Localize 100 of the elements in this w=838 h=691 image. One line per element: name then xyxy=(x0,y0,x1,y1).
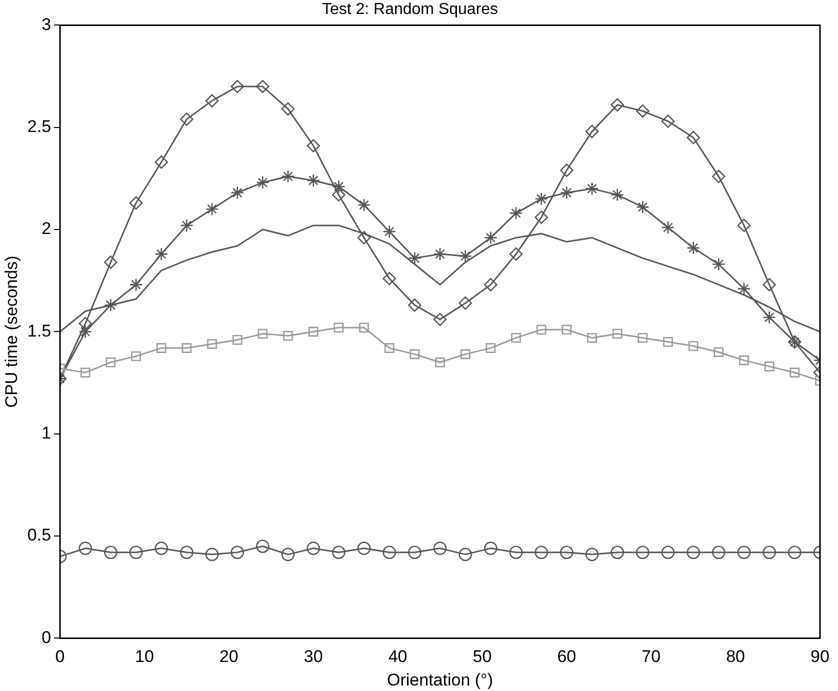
point xyxy=(306,542,320,555)
point xyxy=(258,328,268,339)
point xyxy=(610,98,624,112)
point xyxy=(762,310,776,324)
point xyxy=(560,546,574,560)
point xyxy=(534,210,548,224)
point xyxy=(534,546,548,560)
x-tick-label: 70 xyxy=(642,647,661,666)
point xyxy=(661,546,675,560)
point xyxy=(484,542,498,555)
y-tick-label: 3 xyxy=(42,14,52,34)
point xyxy=(131,351,141,362)
point xyxy=(332,188,346,202)
point xyxy=(688,341,698,351)
point xyxy=(129,278,143,292)
point xyxy=(408,298,422,312)
point xyxy=(281,102,295,116)
point xyxy=(129,196,143,210)
point xyxy=(486,343,496,353)
point xyxy=(357,231,371,244)
point xyxy=(104,298,118,312)
point xyxy=(205,94,219,108)
x-tick-label: 50 xyxy=(472,647,492,666)
point xyxy=(636,200,650,214)
point xyxy=(106,357,116,368)
point xyxy=(484,231,498,244)
point xyxy=(509,206,523,220)
point xyxy=(230,186,244,200)
point xyxy=(534,192,548,206)
point xyxy=(661,220,675,234)
point xyxy=(230,546,244,560)
point xyxy=(712,546,726,560)
point xyxy=(332,180,346,194)
point xyxy=(408,546,422,560)
point xyxy=(762,546,776,560)
point xyxy=(382,224,396,238)
point xyxy=(306,139,320,152)
point xyxy=(737,218,751,232)
point xyxy=(156,343,166,353)
point xyxy=(458,249,472,263)
point xyxy=(737,282,751,296)
y-axis-title: CPU time (seconds) xyxy=(2,256,21,408)
point xyxy=(610,546,624,560)
point xyxy=(610,188,624,202)
point xyxy=(78,542,92,555)
point xyxy=(154,542,168,555)
point xyxy=(762,278,776,292)
point xyxy=(484,278,498,292)
y-tick-label: 2.5 xyxy=(27,117,52,136)
point xyxy=(585,182,599,196)
point xyxy=(790,368,800,378)
point xyxy=(78,316,92,330)
point xyxy=(129,546,143,560)
point xyxy=(207,339,217,349)
point xyxy=(382,546,396,560)
point xyxy=(256,540,270,553)
point xyxy=(663,337,673,347)
point xyxy=(306,174,320,188)
chart-title: Test 2: Random Squares xyxy=(322,1,498,18)
point xyxy=(612,328,622,339)
x-tick-label: 0 xyxy=(55,647,65,666)
point xyxy=(433,542,447,555)
point xyxy=(460,349,470,360)
point xyxy=(435,357,445,368)
point xyxy=(686,546,700,560)
point xyxy=(636,546,650,560)
y-tick-label: 0 xyxy=(42,628,52,647)
point xyxy=(433,312,447,326)
point xyxy=(357,542,371,555)
point xyxy=(78,325,92,338)
point xyxy=(585,548,599,562)
y-tick-label: 1 xyxy=(42,424,52,443)
point xyxy=(154,155,168,169)
point xyxy=(384,343,394,353)
point xyxy=(511,332,521,343)
y-tick-label: 1.5 xyxy=(27,321,52,340)
point xyxy=(281,170,295,184)
point xyxy=(205,202,219,216)
point xyxy=(332,546,346,560)
point xyxy=(104,546,118,560)
point xyxy=(560,164,574,177)
point xyxy=(585,124,599,138)
x-tick-label: 20 xyxy=(219,647,238,666)
point xyxy=(154,247,168,261)
point xyxy=(737,546,751,560)
x-tick-label: 10 xyxy=(135,647,154,666)
point xyxy=(256,176,270,190)
y-tick-label: 2 xyxy=(42,219,52,238)
point xyxy=(180,112,194,126)
point xyxy=(410,349,420,360)
point xyxy=(739,355,749,366)
point xyxy=(104,256,118,269)
point xyxy=(433,247,447,261)
point xyxy=(232,334,242,345)
point xyxy=(80,368,90,378)
point xyxy=(357,198,371,212)
point xyxy=(712,170,726,184)
point xyxy=(458,548,472,562)
x-tick-label: 90 xyxy=(810,647,830,666)
point xyxy=(359,322,369,333)
